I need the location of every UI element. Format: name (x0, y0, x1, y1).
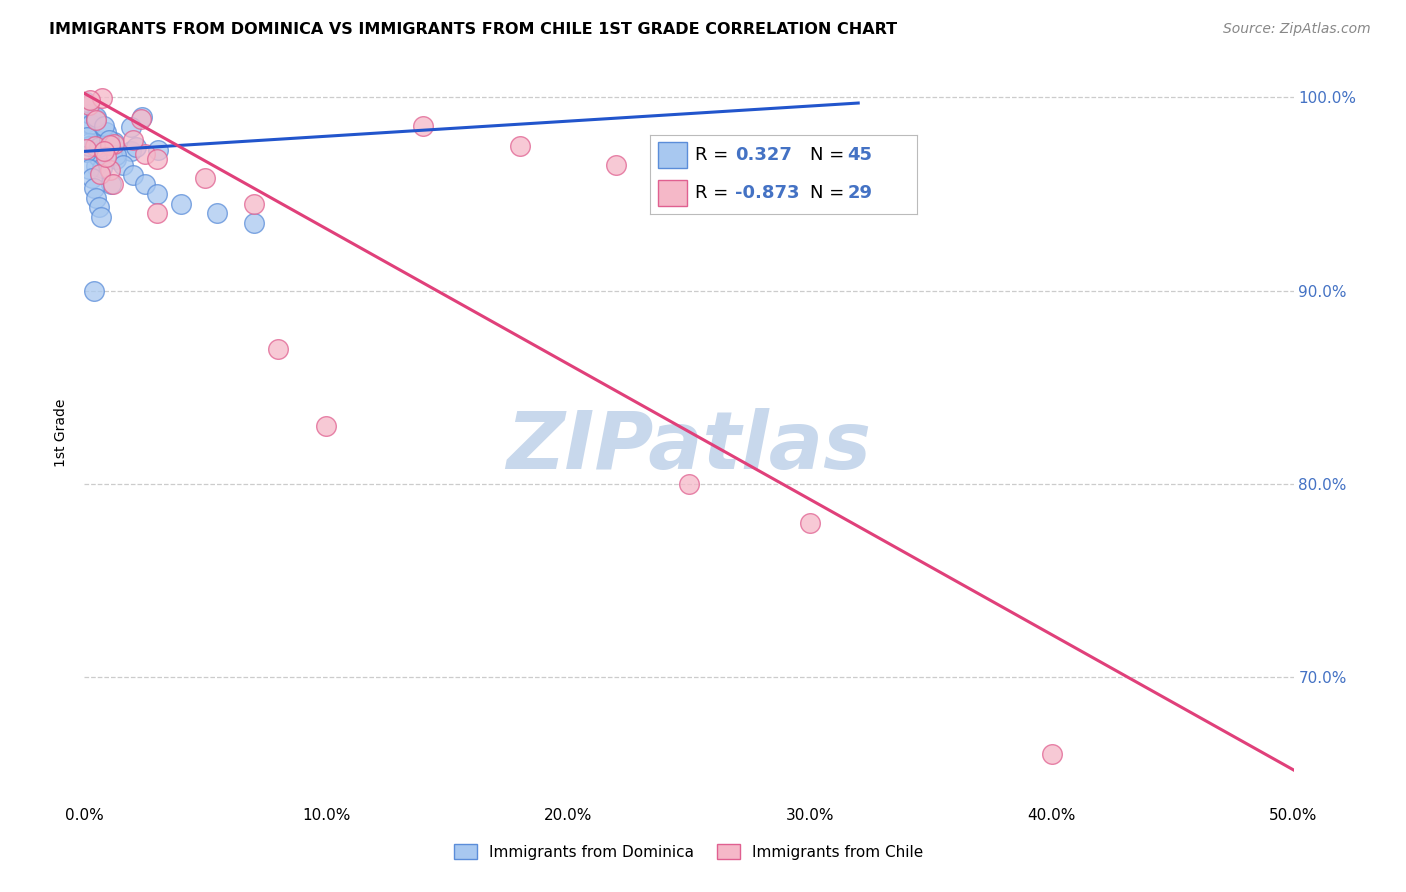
Point (100, 177, 122, 191)
Point (75, 116, 97, 130)
Point (93, 120, 115, 134)
Point (87, 201, 110, 215)
Text: N =: N = (810, 184, 849, 202)
Point (103, 137, 125, 152)
Point (87, 139, 110, 153)
Point (77, 161, 100, 176)
Point (90, 90, 112, 104)
Point (89, 134, 111, 148)
Point (131, 110, 153, 124)
Point (89, 138, 111, 153)
Point (75, 101, 97, 115)
Point (134, 178, 156, 192)
Text: 45: 45 (848, 145, 872, 163)
Point (80, 171, 103, 186)
Bar (658, 179, 688, 205)
Point (170, 196, 193, 211)
Point (207, 206, 229, 220)
Point (75, 145, 97, 160)
Point (799, 516, 821, 530)
Point (75, 142, 97, 156)
Point (194, 171, 217, 186)
Point (79, 107, 101, 121)
Point (94, 150, 117, 164)
Text: 29: 29 (848, 184, 872, 202)
Point (120, 144, 142, 158)
Point (121, 133, 143, 147)
Text: 0.327: 0.327 (735, 145, 792, 163)
Point (76, 129, 98, 144)
Point (131, 112, 153, 127)
Legend: Immigrants from Dominica, Immigrants from Chile: Immigrants from Dominica, Immigrants fro… (449, 838, 929, 866)
Point (80, 118, 103, 132)
Point (77, 136, 100, 150)
Text: IMMIGRANTS FROM DOMINICA VS IMMIGRANTS FROM CHILE 1ST GRADE CORRELATION CHART: IMMIGRANTS FROM DOMINICA VS IMMIGRANTS F… (49, 22, 897, 37)
Point (267, 342, 290, 356)
Point (93, 145, 115, 159)
Text: R =: R = (695, 145, 734, 163)
Point (242, 216, 264, 230)
Point (509, 138, 531, 153)
Text: ZIPatlas: ZIPatlas (506, 409, 872, 486)
Point (125, 139, 148, 153)
Bar (658, 142, 688, 168)
Text: R =: R = (695, 184, 734, 202)
Text: Source: ZipAtlas.com: Source: ZipAtlas.com (1223, 22, 1371, 37)
Point (91, 161, 114, 175)
Point (678, 476, 700, 491)
Point (87, 144, 110, 158)
Text: -0.873: -0.873 (735, 184, 800, 202)
Point (83, 181, 105, 195)
Point (97, 133, 120, 147)
Point (112, 158, 135, 172)
Point (79, 93, 101, 107)
Point (1040, 747, 1063, 762)
Point (84, 159, 107, 173)
Point (90, 210, 112, 224)
Point (89, 167, 111, 181)
Point (84, 112, 107, 126)
Point (86, 191, 108, 205)
Point (412, 120, 434, 134)
Point (87, 149, 110, 163)
Point (98, 138, 121, 153)
Point (83, 136, 105, 150)
Point (103, 178, 125, 192)
Point (146, 152, 169, 166)
Point (96, 125, 118, 139)
Point (134, 146, 156, 161)
Point (146, 206, 169, 220)
Point (86, 113, 108, 128)
Point (79, 139, 101, 153)
Text: N =: N = (810, 145, 849, 163)
Point (77, 98, 100, 112)
Point (120, 120, 142, 134)
Point (86, 110, 108, 124)
Point (121, 168, 143, 182)
Point (242, 196, 264, 211)
Point (104, 152, 127, 166)
Point (83, 139, 105, 153)
Point (146, 186, 169, 201)
Y-axis label: 1st Grade: 1st Grade (55, 399, 69, 467)
Point (103, 135, 125, 149)
Point (148, 144, 170, 158)
Point (75, 95, 97, 109)
Point (104, 148, 127, 162)
Point (315, 418, 337, 433)
Point (98, 133, 121, 147)
Point (83, 284, 105, 298)
Point (605, 158, 627, 172)
Point (98, 162, 121, 177)
